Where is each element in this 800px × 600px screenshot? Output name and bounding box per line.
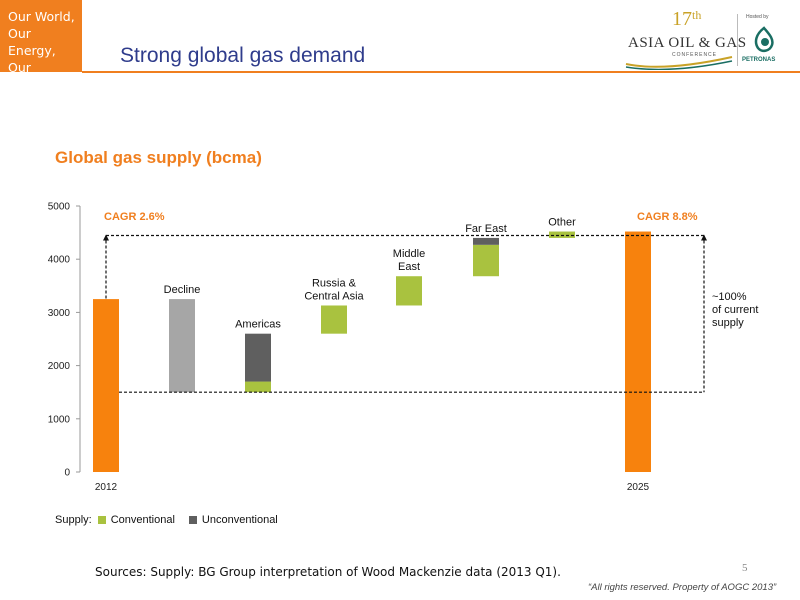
legend-item-unconventional: Unconventional	[188, 514, 278, 526]
chart-labels: Decline Americas Russia &Central Asia Middl…	[95, 211, 759, 493]
slide-title: Strong global gas demand	[120, 44, 366, 67]
brand-tagline-line: Our Destiny.	[8, 60, 58, 92]
legend-title: Supply:	[55, 514, 92, 526]
header-divider	[82, 71, 800, 73]
category-label: Central Asia	[304, 290, 364, 302]
chart-title: Global gas supply (bcma)	[55, 148, 262, 167]
conference-name: ASIA OIL & GAS	[628, 35, 747, 51]
petronas-logo-icon	[754, 26, 774, 53]
y-tick-label: 5000	[48, 202, 71, 213]
bar-conventional-segment	[549, 231, 575, 238]
y-axis: 0 1000 2000 3000 4000 5000	[48, 202, 81, 479]
brand-tagline-line: Our World,	[8, 9, 75, 24]
y-tick-label: 4000	[48, 255, 71, 266]
legend-swatch	[97, 516, 106, 524]
supply-note-line: of current	[712, 304, 758, 316]
swoosh-icon	[625, 56, 733, 70]
legend-item-conventional: Conventional	[97, 514, 175, 526]
category-label: Far East	[465, 223, 507, 235]
x-axis-label: 2012	[95, 482, 118, 493]
chart-bars	[93, 231, 651, 472]
category-label: Russia &	[312, 277, 357, 289]
brand-tagline-box: Our World, Our Energy, Our Destiny.	[0, 0, 82, 92]
bar-total-segment	[93, 299, 119, 472]
page-number: 5	[742, 562, 748, 574]
bar-unconventional-segment	[245, 333, 271, 382]
cagr-left-label: CAGR 2.6%	[104, 211, 165, 223]
x-axis-label: 2025	[627, 482, 650, 493]
legend-swatch	[188, 516, 197, 524]
bracket-arrow-left-icon	[103, 234, 109, 241]
bracket-arrow-right-icon	[701, 234, 707, 241]
y-tick-label: 1000	[48, 414, 71, 425]
chart-legend: Supply: Conventional Unconventional	[55, 514, 292, 526]
bar-unconventional-segment	[473, 237, 499, 245]
bar-decline-segment	[169, 299, 195, 393]
category-label: Middle	[393, 248, 425, 260]
category-label: Americas	[235, 319, 281, 331]
bar-conventional-segment	[473, 244, 499, 277]
cagr-right-label: CAGR 8.8%	[637, 211, 698, 223]
conference-edition-suffix: th	[692, 8, 702, 22]
hosted-by-label: Hosted by	[746, 14, 769, 20]
y-tick-label: 0	[64, 468, 70, 479]
conference-edition-number: 17	[672, 8, 692, 30]
bar-conventional-segment	[321, 305, 347, 334]
bar-conventional-segment	[396, 276, 422, 306]
conference-edition: 17th	[672, 8, 701, 31]
brand-tagline-line: Our Energy,	[8, 26, 56, 58]
y-tick-label: 3000	[48, 308, 71, 319]
sources-note: Sources: Supply: BG Group interpretation…	[95, 565, 561, 579]
host-name: PETRONAS	[742, 57, 776, 63]
category-label: East	[398, 261, 420, 273]
supply-bracket	[103, 234, 707, 393]
logo-divider	[737, 14, 738, 66]
bar-total-segment	[625, 231, 651, 472]
category-label: Other	[548, 217, 576, 229]
legend-label: Unconventional	[201, 514, 278, 526]
waterfall-chart: 0 1000 2000 3000 4000 5000 Decline Americas Rus…	[48, 202, 759, 494]
y-tick-label: 2000	[48, 361, 71, 372]
rights-notice: “All rights reserved. Property of AOGC 2…	[588, 582, 777, 593]
category-label: Decline	[164, 284, 201, 296]
legend-label: Conventional	[110, 514, 175, 526]
supply-note-line: supply	[712, 317, 744, 329]
conference-logo: 17th ASIA OIL & GAS CONFERENCE	[624, 8, 746, 70]
conference-subtitle: CONFERENCE	[672, 52, 718, 58]
bar-conventional-segment	[245, 381, 271, 393]
supply-note-line: ~100%	[712, 291, 747, 303]
